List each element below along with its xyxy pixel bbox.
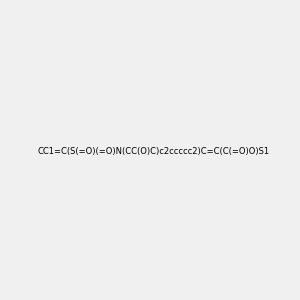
Text: CC1=C(S(=O)(=O)N(CC(O)C)c2ccccc2)C=C(C(=O)O)S1: CC1=C(S(=O)(=O)N(CC(O)C)c2ccccc2)C=C(C(=…	[38, 147, 270, 156]
